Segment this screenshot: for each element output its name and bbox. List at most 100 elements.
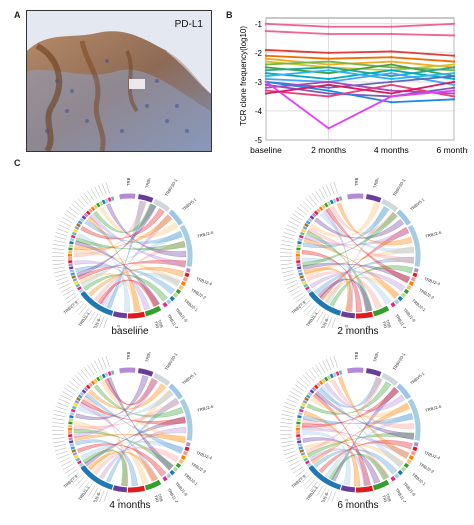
chord-segment-label: TRBV28 [144, 178, 153, 189]
chord-major-segment-4 [407, 398, 421, 441]
chord-label-tick [52, 259, 65, 262]
y-tick-label: -1 [255, 20, 263, 29]
chord-segment [74, 399, 80, 404]
chord-segment [96, 202, 101, 208]
chord-ribbon [84, 219, 183, 244]
chord-segment [79, 217, 85, 223]
chord-segment [73, 454, 79, 459]
chord-ribbon [337, 376, 410, 460]
chord-label-tick [316, 311, 324, 323]
chord-segment [83, 386, 89, 392]
series-point-15-1 [327, 80, 330, 84]
chord-segment [306, 462, 312, 468]
chord-label-tick [105, 355, 110, 368]
chord-label-tick [312, 483, 321, 494]
chord-label-tick [66, 384, 77, 392]
chord-segment [297, 411, 303, 416]
chord-segment [77, 394, 83, 399]
chord-segment-label: TRBJ2-7 [381, 320, 392, 328]
series-point-0-0 [264, 22, 268, 26]
series-line-18 [265, 81, 455, 95]
chord-segment-label: TRBJ2-6 [197, 230, 215, 239]
chord-ribbon [309, 202, 381, 238]
chord-segment [71, 231, 77, 236]
chord-label-tick [290, 289, 302, 297]
chord-segment-label: TRBV20-1 [392, 178, 407, 197]
chord-label-tick [64, 387, 75, 395]
chord-segment [68, 440, 74, 444]
x-tick-label: baseline [250, 145, 282, 155]
chord-segment [301, 228, 306, 233]
chord-segment [73, 402, 78, 407]
chord-j-segment [180, 454, 186, 461]
chord-segment-label: TRBJ2-3 [342, 324, 349, 328]
chord-label-tick [62, 391, 73, 398]
chord-label-tick [312, 309, 321, 320]
series-point-4-1 [327, 63, 330, 66]
chord-label-tick [281, 266, 293, 270]
chord-segment [70, 272, 76, 276]
chord-label-tick [281, 240, 294, 243]
series-line-6 [265, 60, 455, 72]
chord-segment [107, 197, 112, 202]
chord-segment [299, 405, 305, 410]
chord-ribbon [310, 396, 411, 418]
chord-segment [81, 389, 87, 394]
chord-segment [72, 451, 78, 456]
chord-major-segment-1 [365, 194, 382, 203]
chord-ribbon [80, 399, 186, 425]
chord-segment [307, 391, 313, 397]
chord-segment-label: TRBJ1-1 [305, 485, 319, 502]
series-point-6-1 [327, 60, 330, 63]
chord-label-tick [299, 203, 309, 213]
series-point-10-3 [452, 71, 456, 75]
chord-label-tick [62, 463, 74, 471]
chord-segment [296, 266, 302, 270]
chord-label-tick [297, 207, 307, 215]
chord-ribbon [75, 375, 149, 420]
chord-label-tick [72, 300, 82, 310]
chord-segment-label: TRBV7-9 [290, 299, 307, 315]
y-tick-label: -5 [255, 136, 263, 145]
chord-segment [76, 397, 81, 402]
chord-ribbon [304, 227, 410, 246]
series-point-8-0 [264, 69, 268, 72]
chord-ribbon [73, 200, 147, 258]
chord-j-segment [175, 462, 182, 469]
chord-segment [309, 215, 315, 220]
chord-segment [335, 197, 340, 202]
series-point-17-3 [452, 89, 456, 92]
ihc-image: PD-L1 [26, 10, 212, 152]
chord-segment [318, 206, 324, 212]
series-point-16-1 [327, 95, 330, 98]
chord-major-segment-3 [168, 209, 184, 226]
chord-segment [316, 382, 321, 388]
chord-segment [298, 446, 304, 450]
chord-segment [69, 241, 74, 245]
chord-ribbon [82, 449, 128, 487]
chord-label-tick [282, 447, 295, 452]
chord-label-tick [284, 276, 296, 282]
chord-j-segment [178, 284, 184, 291]
chord-label-tick [53, 270, 66, 274]
chord-label-tick [83, 192, 92, 203]
chord-label-tick [280, 437, 293, 440]
chord-j-segment [412, 272, 418, 278]
chord-major-segment-5 [144, 305, 162, 317]
chord-major-segment-0 [347, 367, 364, 374]
chord-ribbon [99, 426, 187, 480]
series-point-18-2 [390, 92, 393, 95]
series-point-17-0 [264, 80, 268, 84]
chord-label-tick [316, 485, 324, 497]
series-point-10-1 [327, 69, 330, 72]
chord-j-segment [175, 288, 182, 295]
chord-label-tick [98, 358, 104, 370]
chord-label-tick [52, 433, 65, 436]
chord-label-tick [282, 273, 295, 278]
chord-segment-label: TRBJ2-3 [114, 324, 121, 328]
series-line-3 [265, 54, 455, 63]
chord-label-tick [290, 217, 301, 224]
chord-label-tick [69, 472, 80, 481]
chord-j-segment [394, 299, 400, 305]
